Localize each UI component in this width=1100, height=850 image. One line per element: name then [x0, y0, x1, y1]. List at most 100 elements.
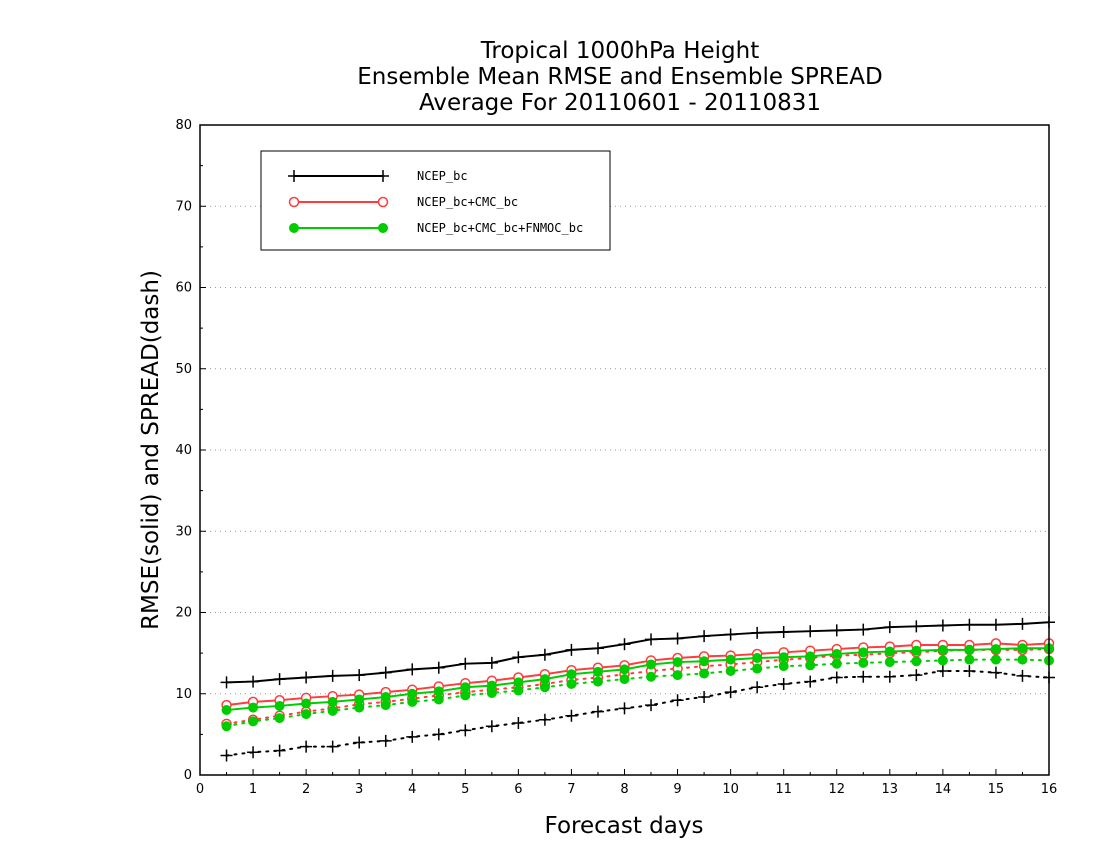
- spread-point-ncep-bc: [379, 734, 392, 747]
- spread-point-ncep-bc-cmc-bc-fnmoc-bc: [592, 676, 603, 687]
- spread-point-ncep-bc-cmc-bc-fnmoc-bc: [486, 687, 497, 698]
- spread-point-ncep-bc: [432, 728, 445, 741]
- y-tick-label-50: 50: [175, 362, 192, 377]
- spread-point-ncep-bc: [751, 681, 764, 694]
- rmse-point-ncep-bc-cmc-bc-fnmoc-bc: [1017, 643, 1028, 654]
- y-axis: 0 10 20 30 40 50 60 70 80: [175, 118, 206, 783]
- spread-point-ncep-bc-cmc-bc-fnmoc-bc: [964, 654, 975, 665]
- spread-point-ncep-bc-cmc-bc-fnmoc-bc: [460, 690, 471, 701]
- title-line-3: Average For 20110601 - 20110831: [419, 90, 821, 116]
- spread-point-ncep-bc: [459, 724, 472, 737]
- rmse-point-ncep-bc: [247, 675, 260, 688]
- spread-point-ncep-bc-cmc-bc-fnmoc-bc: [539, 682, 550, 693]
- spread-point-ncep-bc-cmc-bc-fnmoc-bc: [884, 657, 895, 668]
- rmse-point-ncep-bc-cmc-bc-fnmoc-bc: [858, 647, 869, 658]
- x-tick-label-0: 0: [196, 782, 204, 797]
- y-axis-label: RMSE(solid) and SPREAD(dash): [138, 270, 164, 630]
- rmse-point-ncep-bc: [724, 628, 737, 641]
- x-tick-label-7: 7: [567, 782, 575, 797]
- series-layer: [220, 616, 1055, 762]
- rmse-point-ncep-bc: [777, 626, 790, 638]
- rmse-point-ncep-bc-cmc-bc-fnmoc-bc: [248, 702, 259, 713]
- rmse-point-ncep-bc: [989, 618, 1002, 631]
- rmse-point-ncep-bc-cmc-bc-fnmoc-bc: [274, 700, 285, 711]
- spread-line-ncep-bc-cmc-bc: [225, 648, 1050, 725]
- spread-point-ncep-bc: [326, 740, 339, 753]
- y-tick-label-40: 40: [175, 443, 192, 458]
- rmse-point-ncep-bc-cmc-bc-fnmoc-bc: [831, 648, 842, 659]
- rmse-point-ncep-bc: [353, 669, 366, 682]
- legend-label: NCEP_bc+CMC_bc+FNMOC_bc: [417, 221, 583, 235]
- x-axis-label: Forecast days: [545, 813, 704, 839]
- rmse-point-ncep-bc: [857, 623, 870, 636]
- x-tick-label-1: 1: [249, 782, 257, 797]
- spread-point-ncep-bc: [989, 666, 1002, 679]
- spread-point-ncep-bc-cmc-bc-fnmoc-bc: [725, 666, 736, 676]
- legend-marker-left: [288, 196, 300, 208]
- rmse-line-ncep-bc-cmc-bc-fnmoc-bc: [226, 647, 1049, 711]
- rmse-point-ncep-bc: [565, 643, 578, 656]
- spread-point-ncep-bc-cmc-bc-fnmoc-bc: [248, 716, 259, 727]
- rmse-point-ncep-bc: [645, 633, 658, 646]
- rmse-point-ncep-bc-cmc-bc-fnmoc-bc: [221, 705, 232, 715]
- x-tick-label-9: 9: [673, 782, 681, 797]
- rmse-point-ncep-bc: [963, 618, 976, 631]
- rmse-point-ncep-bc: [883, 621, 896, 634]
- rmse-point-ncep-bc-cmc-bc-fnmoc-bc: [964, 644, 975, 655]
- x-tick-label-2: 2: [302, 782, 310, 797]
- legend-entry-0: NCEP_bc: [288, 169, 468, 183]
- legend-label: NCEP_bc+CMC_bc: [417, 195, 518, 209]
- spread-point-ncep-bc: [777, 678, 790, 690]
- rmse-point-ncep-bc-cmc-bc-fnmoc-bc: [646, 659, 657, 670]
- spread-point-ncep-bc-cmc-bc-fnmoc-bc: [805, 660, 816, 671]
- spread-point-ncep-bc-cmc-bc-fnmoc-bc: [699, 668, 710, 679]
- rmse-point-ncep-bc: [1016, 617, 1029, 630]
- rmse-point-ncep-bc-cmc-bc-fnmoc-bc: [619, 664, 630, 675]
- legend-entry-1: NCEP_bc+CMC_bc: [288, 195, 518, 209]
- spread-point-ncep-bc: [963, 665, 976, 677]
- spread-point-ncep-bc: [883, 670, 896, 683]
- x-tick-label-8: 8: [620, 782, 628, 797]
- spread-point-ncep-bc: [565, 709, 578, 722]
- series-0: [220, 616, 1055, 762]
- spread-point-ncep-bc-cmc-bc-fnmoc-bc: [672, 670, 683, 681]
- spread-point-ncep-bc: [273, 744, 286, 757]
- rmse-point-ncep-bc-cmc-bc-fnmoc-bc: [752, 653, 763, 663]
- x-axis: 0 1 2 3 4 5 6 7 8 9 10 11 12 13 14 15 16: [196, 769, 1057, 797]
- spread-point-ncep-bc-cmc-bc-fnmoc-bc: [407, 696, 418, 707]
- rmse-point-ncep-bc: [512, 651, 525, 664]
- y-tick-label-10: 10: [175, 687, 192, 702]
- y-tick-label-60: 60: [175, 281, 192, 296]
- rmse-point-ncep-bc: [591, 642, 604, 655]
- rmse-point-ncep-bc: [485, 656, 498, 669]
- x-tick-label-6: 6: [514, 782, 522, 797]
- spread-point-ncep-bc: [538, 713, 551, 726]
- spread-point-ncep-bc: [936, 665, 949, 677]
- spread-point-ncep-bc: [300, 740, 313, 753]
- spread-point-ncep-bc: [591, 705, 604, 718]
- spread-point-ncep-bc-cmc-bc-fnmoc-bc: [619, 674, 630, 685]
- rmse-point-ncep-bc: [618, 638, 631, 651]
- series-2: [221, 643, 1054, 732]
- rmse-point-ncep-bc: [936, 619, 949, 632]
- rmse-point-ncep-bc-cmc-bc-fnmoc-bc: [884, 646, 895, 657]
- spread-point-ncep-bc: [671, 694, 684, 707]
- rmse-point-ncep-bc: [432, 661, 445, 674]
- spread-point-ncep-bc: [910, 669, 923, 682]
- spread-point-ncep-bc-cmc-bc-fnmoc-bc: [566, 679, 577, 689]
- spread-point-ncep-bc: [485, 720, 498, 733]
- spread-point-ncep-bc: [645, 699, 658, 712]
- rmse-point-ncep-bc: [406, 663, 419, 676]
- spread-line-ncep-bc-cmc-bc-fnmoc-bc: [225, 658, 1050, 728]
- spread-point-ncep-bc-cmc-bc-fnmoc-bc: [274, 713, 285, 724]
- spread-point-ncep-bc: [804, 675, 817, 688]
- spread-point-ncep-bc-cmc-bc-fnmoc-bc: [301, 709, 312, 720]
- y-tick-label-0: 0: [184, 768, 192, 783]
- x-tick-label-12: 12: [828, 782, 845, 797]
- rmse-point-ncep-bc-cmc-bc-fnmoc-bc: [301, 698, 312, 709]
- rmse-point-ncep-bc: [273, 673, 286, 686]
- spread-point-ncep-bc-cmc-bc-fnmoc-bc: [831, 658, 842, 669]
- spread-point-ncep-bc-cmc-bc-fnmoc-bc: [911, 656, 922, 667]
- spread-point-ncep-bc: [618, 702, 631, 715]
